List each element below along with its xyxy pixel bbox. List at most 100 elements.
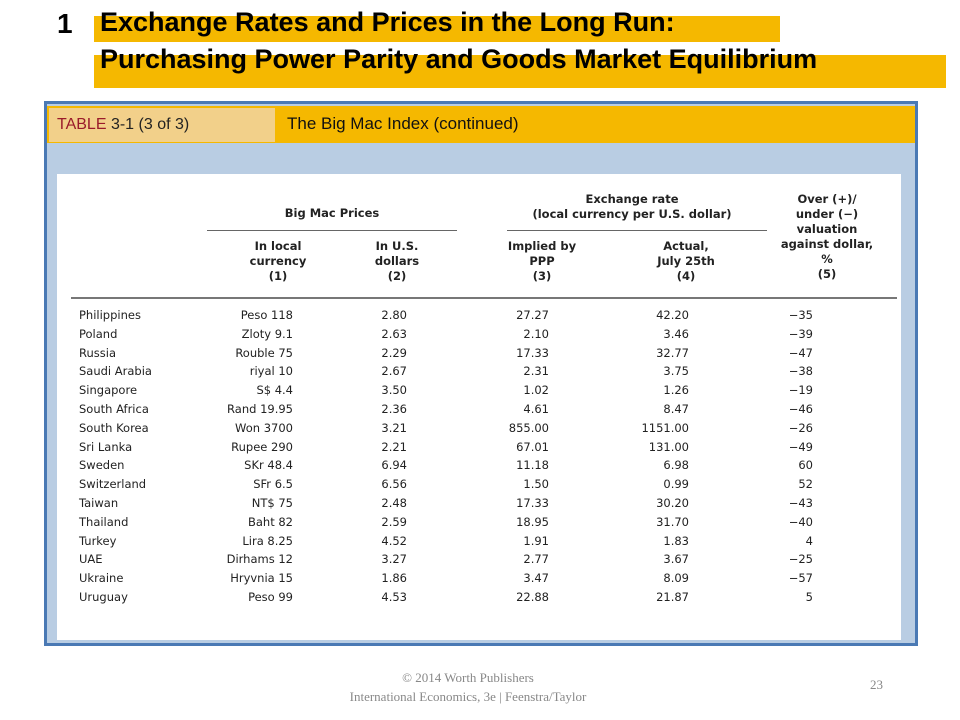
cell-usd-price: 2.36 xyxy=(381,402,407,416)
cell-local-price: NT$ 75 xyxy=(251,496,293,510)
cell-actual-rate: 42.20 xyxy=(656,308,689,322)
table-row: Philippines Peso 118 2.80 27.27 42.20 −35 xyxy=(57,308,901,326)
cell-local-price: S$ 4.4 xyxy=(256,383,293,398)
header-bottom-rule xyxy=(71,297,897,299)
cell-valuation: −26 xyxy=(788,420,813,435)
cell-implied-ppp: 17.33 xyxy=(516,496,549,510)
col-header-ppp-line2: PPP xyxy=(529,254,555,268)
cell-valuation: −43 xyxy=(788,496,813,510)
cell-valuation: −35 xyxy=(788,308,813,322)
col-header-usd-line3: (2) xyxy=(387,269,407,283)
cell-local-price: SFr 6.5 xyxy=(253,477,293,492)
group-header-exchange-line2: (local currency per U.S. dollar) xyxy=(532,207,732,221)
cell-implied-ppp: 2.31 xyxy=(523,364,549,379)
cell-country: South Africa xyxy=(79,402,149,416)
group-rule-exchange xyxy=(507,230,767,231)
cell-usd-price: 3.21 xyxy=(381,420,407,435)
cell-valuation: 52 xyxy=(798,477,813,492)
cell-country: Turkey xyxy=(79,533,117,548)
cell-implied-ppp: 11.18 xyxy=(516,458,549,473)
cell-actual-rate: 3.46 xyxy=(663,326,689,341)
cell-usd-price: 3.50 xyxy=(381,383,407,398)
cell-implied-ppp: 3.47 xyxy=(523,571,549,586)
col-header-local-line3: (1) xyxy=(268,269,288,283)
table-row: South Korea Won 3700 3.21 855.00 1151.00 −26 xyxy=(57,421,901,439)
cell-implied-ppp: 67.01 xyxy=(516,439,549,454)
cell-implied-ppp: 1.02 xyxy=(523,383,549,398)
col-header-local: In local currency (1) xyxy=(233,239,323,284)
cell-country: Switzerland xyxy=(79,477,147,492)
cell-usd-price: 4.53 xyxy=(381,590,407,604)
cell-country: Singapore xyxy=(79,383,138,398)
col-header-usd-line2: dollars xyxy=(374,254,420,268)
cell-country: Sri Lanka xyxy=(79,439,133,454)
cell-valuation: −46 xyxy=(788,402,813,416)
slide-title-line-1: Exchange Rates and Prices in the Long Ru… xyxy=(100,7,675,37)
cell-implied-ppp: 4.61 xyxy=(523,402,549,416)
cell-local-price: Hryvnia 15 xyxy=(230,571,293,586)
table-row: Switzerland SFr 6.5 6.56 1.50 0.99 52 xyxy=(57,477,901,495)
cell-actual-rate: 8.47 xyxy=(663,402,689,416)
cell-local-price: Peso 99 xyxy=(248,590,293,604)
cell-actual-rate: 32.77 xyxy=(656,345,689,360)
cell-local-price: Peso 118 xyxy=(240,308,293,322)
table-panel: TABLE 3-1 (3 of 3) The Big Mac Index (co… xyxy=(44,101,918,646)
page-number: 23 xyxy=(870,677,883,692)
cell-actual-rate: 6.98 xyxy=(663,458,689,473)
table-caption: The Big Mac Index (continued) xyxy=(287,114,519,133)
col-header-valuation-line3: valuation xyxy=(796,222,858,236)
cell-actual-rate: 1.26 xyxy=(663,383,689,398)
cell-valuation: −40 xyxy=(788,514,813,529)
col-header-ppp: Implied by PPP (3) xyxy=(497,239,587,284)
cell-usd-price: 4.52 xyxy=(381,533,407,548)
cell-actual-rate: 3.67 xyxy=(663,552,689,567)
cell-country: Taiwan xyxy=(79,496,119,510)
cell-valuation: 4 xyxy=(805,533,813,548)
col-header-valuation-line5: % xyxy=(821,252,833,266)
table-row: Uruguay Peso 99 4.53 22.88 21.87 5 xyxy=(57,590,901,608)
col-header-actual-line1: Actual, xyxy=(663,239,709,253)
col-header-ppp-line1: Implied by xyxy=(507,239,577,253)
cell-local-price: Rouble 75 xyxy=(235,345,293,360)
cell-actual-rate: 31.70 xyxy=(656,514,689,529)
group-header-exchange: Exchange rate (local currency per U.S. d… xyxy=(517,192,747,222)
col-header-local-line2: currency xyxy=(249,254,307,268)
cell-usd-price: 2.59 xyxy=(381,514,407,529)
cell-local-price: Won 3700 xyxy=(235,420,293,435)
table-row: Turkey Lira 8.25 4.52 1.91 1.83 4 xyxy=(57,534,901,552)
cell-valuation: −38 xyxy=(788,364,813,379)
footer: © 2014 Worth Publishers International Ec… xyxy=(318,668,618,706)
cell-actual-rate: 0.99 xyxy=(663,477,689,492)
slide-number: 1 xyxy=(57,8,73,39)
group-header-exchange-line1: Exchange rate xyxy=(585,192,679,206)
table-row: Thailand Baht 82 2.59 18.95 31.70 −40 xyxy=(57,515,901,533)
table-row: Russia Rouble 75 2.29 17.33 32.77 −47 xyxy=(57,346,901,364)
cell-actual-rate: 8.09 xyxy=(663,571,689,586)
col-header-usd: In U.S. dollars (2) xyxy=(357,239,437,284)
cell-usd-price: 6.56 xyxy=(381,477,407,492)
col-header-usd-line1: In U.S. xyxy=(375,239,419,253)
cell-local-price: Rand 19.95 xyxy=(227,402,293,416)
cell-country: Philippines xyxy=(79,308,141,322)
cell-usd-price: 2.63 xyxy=(381,326,407,341)
cell-usd-price: 2.21 xyxy=(381,439,407,454)
cell-country: South Korea xyxy=(79,420,149,435)
cell-local-price: Baht 82 xyxy=(247,514,293,529)
cell-actual-rate: 131.00 xyxy=(648,439,689,454)
cell-country: Poland xyxy=(79,326,118,341)
cell-actual-rate: 21.87 xyxy=(656,590,689,604)
cell-valuation: −57 xyxy=(788,571,813,586)
table-row: Sri Lanka Rupee 290 2.21 67.01 131.00 −49 xyxy=(57,440,901,458)
table-row: Singapore S$ 4.4 3.50 1.02 1.26 −19 xyxy=(57,383,901,401)
col-header-valuation-line6: (5) xyxy=(817,267,837,281)
cell-country: Uruguay xyxy=(79,590,128,604)
cell-usd-price: 3.27 xyxy=(381,552,407,567)
cell-actual-rate: 1151.00 xyxy=(641,420,689,435)
cell-implied-ppp: 27.27 xyxy=(516,308,549,322)
col-header-local-line1: In local xyxy=(254,239,302,253)
cell-usd-price: 2.80 xyxy=(381,308,407,322)
cell-local-price: SKr 48.4 xyxy=(244,458,293,473)
col-header-actual-line3: (4) xyxy=(676,269,696,283)
cell-implied-ppp: 2.77 xyxy=(523,552,549,567)
title-highlight-2 xyxy=(94,55,946,88)
